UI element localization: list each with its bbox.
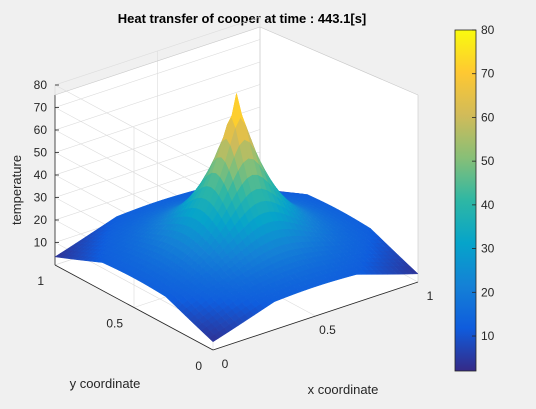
x-tick-label: 1 (427, 289, 434, 303)
surface-patch (208, 334, 219, 343)
colorbar-tick-label: 10 (481, 329, 495, 343)
x-tick-label: 0.5 (319, 323, 336, 337)
z-tick-label: 80 (34, 78, 48, 92)
z-tick-label: 50 (34, 146, 48, 160)
back-edges (54, 26, 419, 282)
x-axis-line (212, 281, 419, 351)
y-axis-label: y coordinate (70, 376, 141, 391)
colorbar-tick-label: 60 (481, 110, 495, 124)
colorbar-tick-label: 20 (481, 285, 495, 299)
colorbar-tick-label: 40 (481, 198, 495, 212)
z-tick-label: 60 (34, 123, 48, 137)
z-tick-label: 70 (34, 101, 48, 115)
x-tick-labels: 00.51 (222, 289, 434, 371)
z-tick-label: 30 (34, 191, 48, 205)
z-axis-label: temperature (9, 155, 24, 225)
z-tick-label: 20 (34, 213, 48, 227)
colorbar-tick-labels: 10 20 30 40 50 60 70 80 (472, 23, 495, 343)
colorbar (454, 29, 477, 372)
x-axis-label: x coordinate (308, 382, 379, 397)
y-tick-label: 0 (195, 359, 202, 373)
x-tick-label: 0 (222, 357, 229, 371)
colorbar-tick-label: 70 (481, 67, 495, 81)
z-tick-label: 10 (34, 236, 48, 250)
y-axis-line (54, 264, 214, 351)
y-tick-label: 0.5 (106, 317, 123, 331)
colorbar-tick-label: 30 (481, 242, 495, 256)
y-tick-label: 1 (37, 274, 44, 288)
axes-edges (54, 95, 419, 351)
chart-title: Heat transfer of cooper at time : 443.1[… (118, 11, 367, 26)
colorbar-tick-label: 50 (481, 154, 495, 168)
temperature-surface (54, 93, 419, 343)
y-tick-labels: 00.51 (37, 274, 202, 373)
colorbar-tick-label: 80 (481, 23, 495, 37)
z-tick-label: 40 (34, 168, 48, 182)
z-tick-labels: 10 20 30 40 50 60 70 80 (34, 78, 59, 250)
